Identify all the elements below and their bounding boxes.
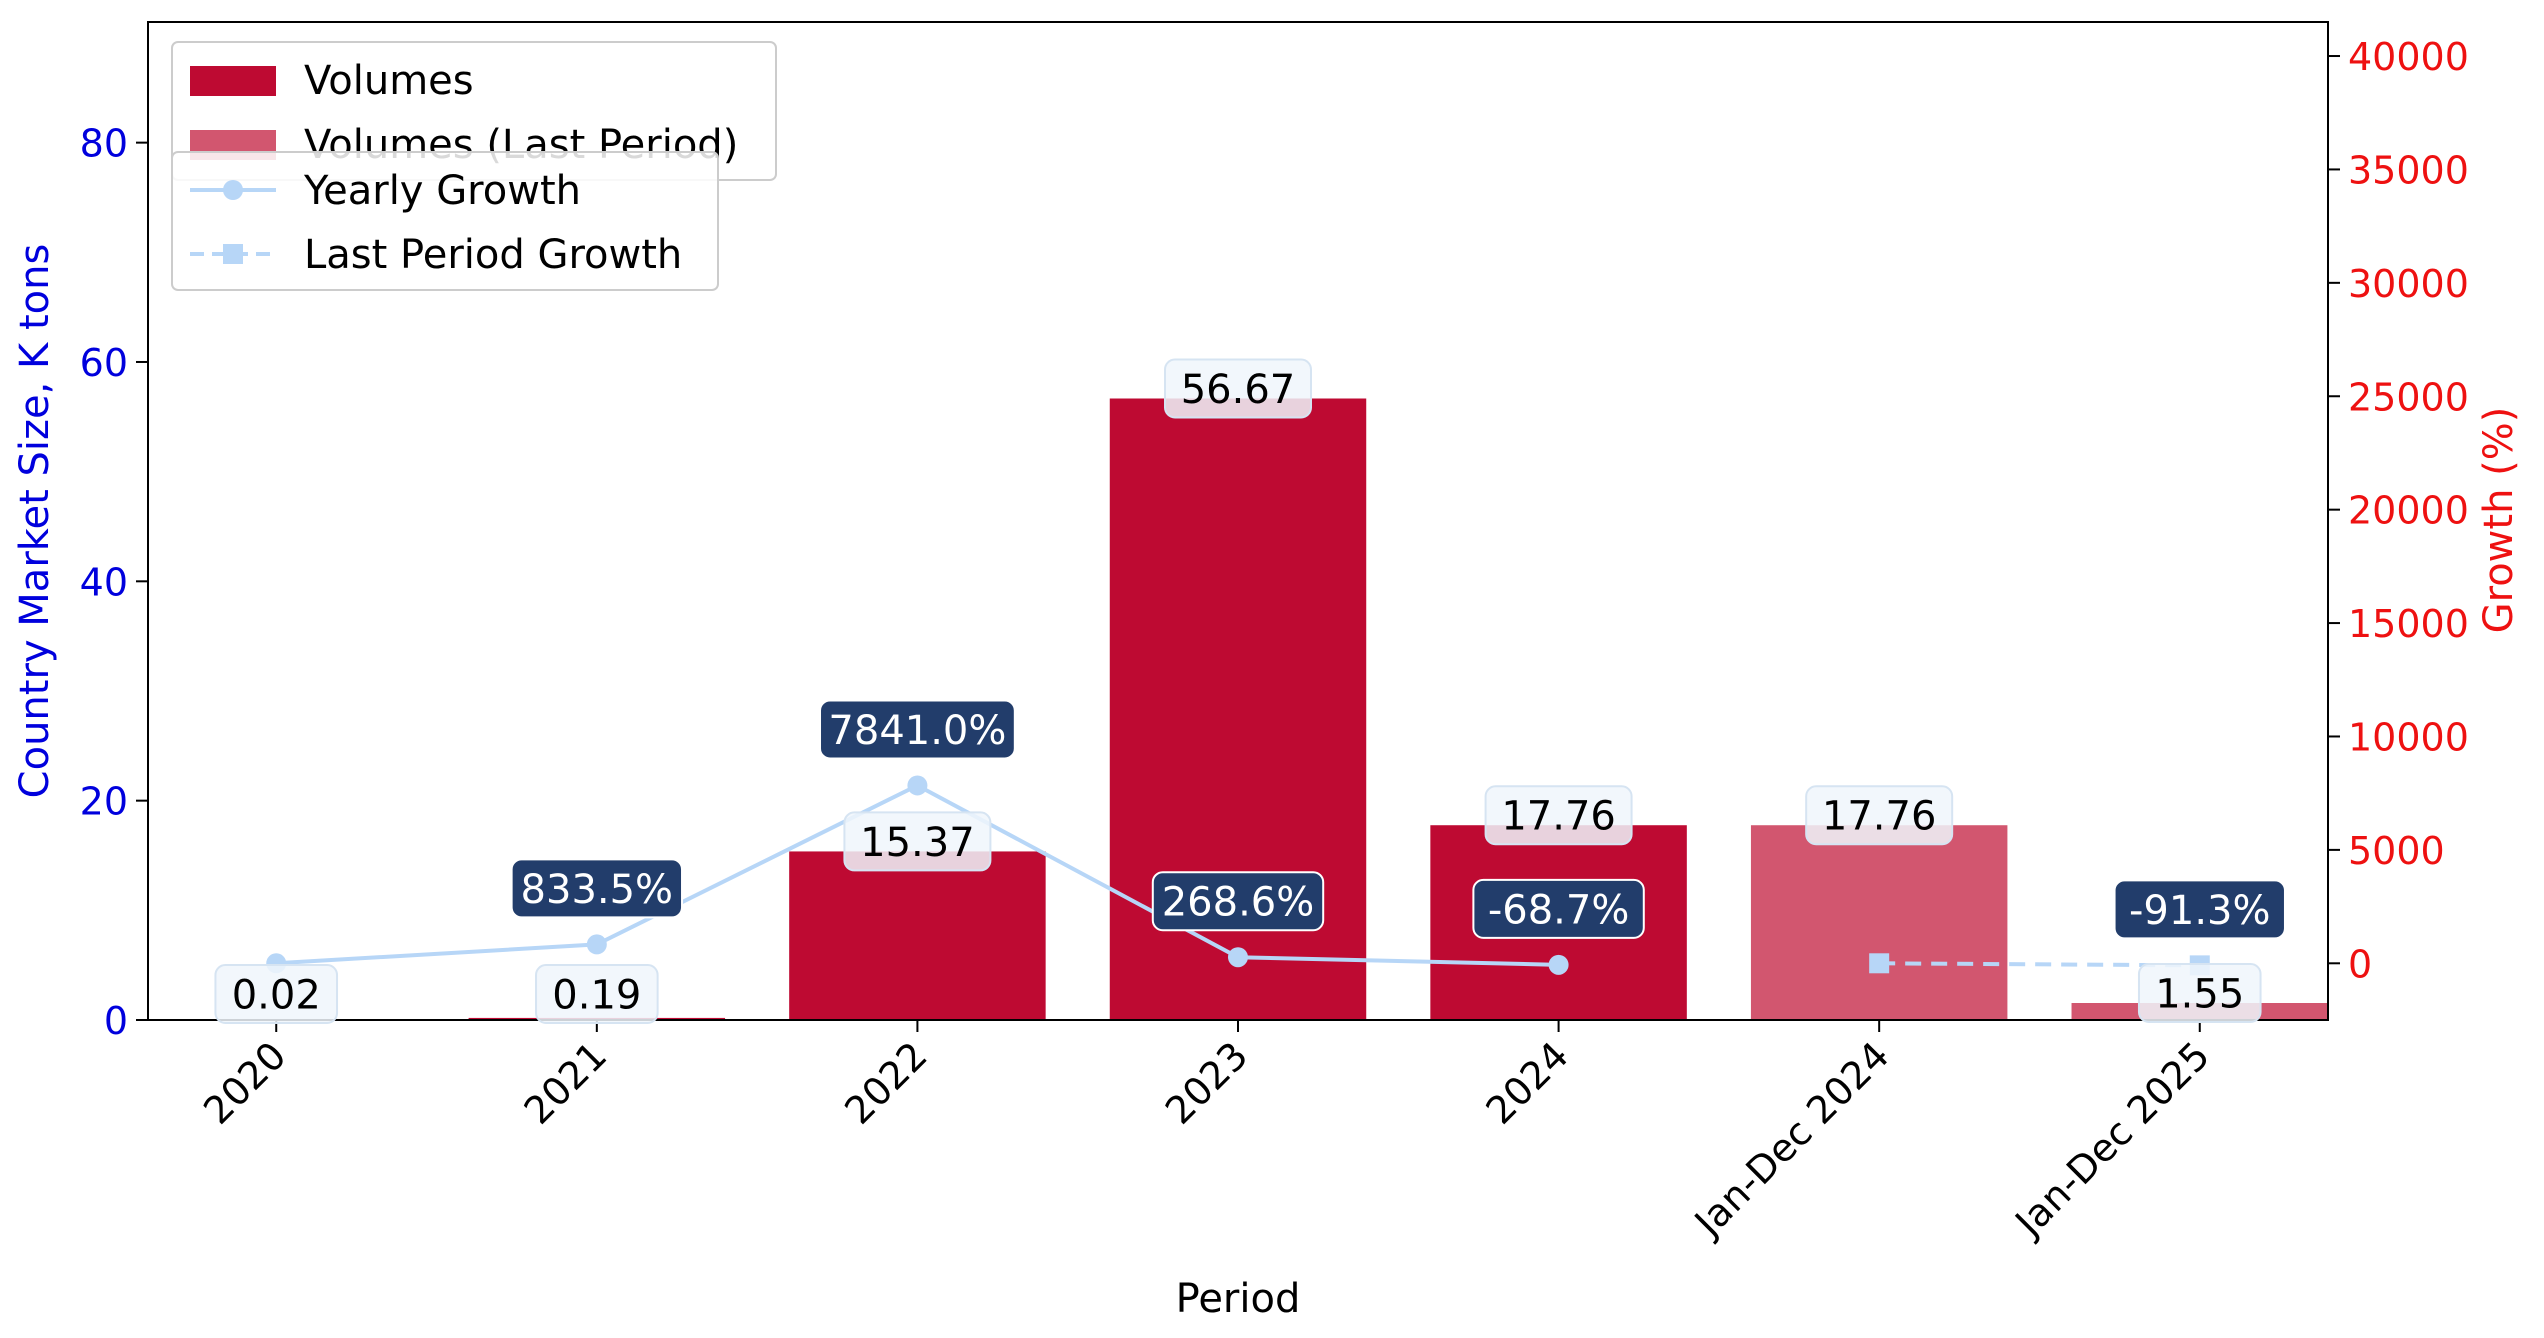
x-tick-label: 2023 bbox=[1157, 1033, 1257, 1133]
volume-value-label-text: 17.76 bbox=[1822, 794, 1937, 840]
legend-marker bbox=[223, 244, 243, 264]
x-axis-title: Period bbox=[1176, 1276, 1301, 1322]
y2-tick-label: 10000 bbox=[2348, 715, 2469, 759]
y-tick-label: 80 bbox=[80, 122, 128, 166]
y-tick-label: 60 bbox=[80, 341, 128, 385]
yearly-growth-label-text: 268.6% bbox=[1162, 880, 1315, 926]
last-period-growth-label-box bbox=[2113, 879, 2286, 940]
volume-value-label-text: 0.19 bbox=[552, 972, 641, 1018]
yearly-growth-label-text: 833.5% bbox=[521, 867, 674, 913]
volume-value-label-box bbox=[535, 964, 659, 1024]
legend-label: Last Period Growth bbox=[304, 232, 682, 278]
volume-value-label-text: 15.37 bbox=[860, 820, 975, 866]
yearly-growth-label: -68.7% bbox=[1472, 878, 1645, 939]
x-tick-label: 2022 bbox=[836, 1033, 936, 1133]
volume-value-label-text: 0.02 bbox=[232, 972, 321, 1018]
volume-value-label: 56.67 bbox=[1164, 358, 1312, 419]
yearly-growth-label-box bbox=[819, 699, 1016, 760]
yearly-growth-label-box bbox=[1151, 871, 1325, 932]
last-period-growth-label-text: -91.3% bbox=[2129, 888, 2271, 934]
y-tick-label: 20 bbox=[80, 780, 128, 824]
yearly-growth-point bbox=[1228, 947, 1248, 968]
x-tick-label: 2021 bbox=[516, 1033, 616, 1133]
last-period-growth-label: -91.3% bbox=[2113, 879, 2286, 940]
x-tick-label: Jan-Dec 2024 bbox=[1685, 1033, 1898, 1246]
volume-value-label-text: 17.76 bbox=[1501, 794, 1616, 840]
volume-value-label-box bbox=[1805, 785, 1954, 846]
last-period-growth-point bbox=[1869, 953, 1890, 974]
yearly-growth-label: 7841.0% bbox=[819, 699, 1016, 760]
volume-value-label-box bbox=[843, 811, 992, 872]
volume-bar bbox=[1750, 825, 2008, 1020]
y2-tick-label: 30000 bbox=[2348, 262, 2469, 306]
legend-label: Yearly Growth bbox=[303, 168, 581, 214]
volume-value-label-text: 1.55 bbox=[2155, 971, 2244, 1017]
legend-growth-frame bbox=[171, 151, 719, 291]
volume-bar bbox=[789, 851, 1046, 1020]
y2-tick-label: 5000 bbox=[2348, 829, 2445, 873]
y2-tick-label: 25000 bbox=[2348, 375, 2469, 419]
legend-swatch bbox=[190, 66, 276, 96]
volume-value-label: 0.19 bbox=[535, 964, 659, 1024]
y2-tick-label: 40000 bbox=[2348, 35, 2469, 79]
yearly-growth-label-text: -68.7% bbox=[1488, 887, 1630, 933]
legend-growth: Yearly Growth Last Period Growth bbox=[171, 151, 719, 291]
data-labels-layer: 0.02 0.19 15.37 56.67 17.76 17.76 1.55 833.5% 78… bbox=[214, 358, 2286, 1024]
volume-value-label-box bbox=[1164, 358, 1312, 419]
legend-label: Volumes bbox=[304, 58, 474, 104]
x-tick-label: Jan-Dec 2025 bbox=[2006, 1033, 2219, 1246]
volume-value-label: 17.76 bbox=[1484, 785, 1633, 846]
y2-tick-label: 15000 bbox=[2348, 602, 2469, 646]
x-tick-label: 2020 bbox=[195, 1033, 295, 1133]
volume-value-label-box bbox=[214, 964, 339, 1024]
y2-axis-title: Growth (%) bbox=[2476, 407, 2522, 634]
y-tick-label: 0 bbox=[104, 999, 128, 1043]
yearly-growth-label-box bbox=[1472, 878, 1645, 939]
volume-value-label-box bbox=[1484, 785, 1633, 846]
volume-value-label: 1.55 bbox=[2137, 963, 2262, 1024]
y-axis-title: Country Market Size, K tons bbox=[12, 244, 58, 799]
volume-value-label-box bbox=[2137, 963, 2262, 1024]
yearly-growth-point bbox=[907, 775, 928, 796]
y2-tick-label: 20000 bbox=[2348, 489, 2469, 533]
volume-value-label: 17.76 bbox=[1805, 785, 1954, 846]
yearly-growth-point bbox=[1548, 954, 1569, 975]
y2-tick-label: 35000 bbox=[2348, 148, 2469, 192]
y2-tick-label: 0 bbox=[2348, 942, 2372, 986]
volume-value-label-text: 56.67 bbox=[1181, 367, 1296, 413]
yearly-growth-point bbox=[586, 934, 607, 955]
volume-value-label: 15.37 bbox=[843, 811, 992, 872]
volume-value-label: 0.02 bbox=[214, 964, 339, 1024]
legend-marker bbox=[223, 180, 243, 200]
yearly-growth-label: 268.6% bbox=[1151, 871, 1325, 932]
y-tick-label: 40 bbox=[80, 560, 128, 604]
x-tick-label: 2024 bbox=[1477, 1033, 1577, 1133]
yearly-growth-label-text: 7841.0% bbox=[828, 708, 1006, 754]
yearly-growth-label-box bbox=[510, 858, 684, 919]
yearly-growth-label: 833.5% bbox=[510, 858, 684, 919]
